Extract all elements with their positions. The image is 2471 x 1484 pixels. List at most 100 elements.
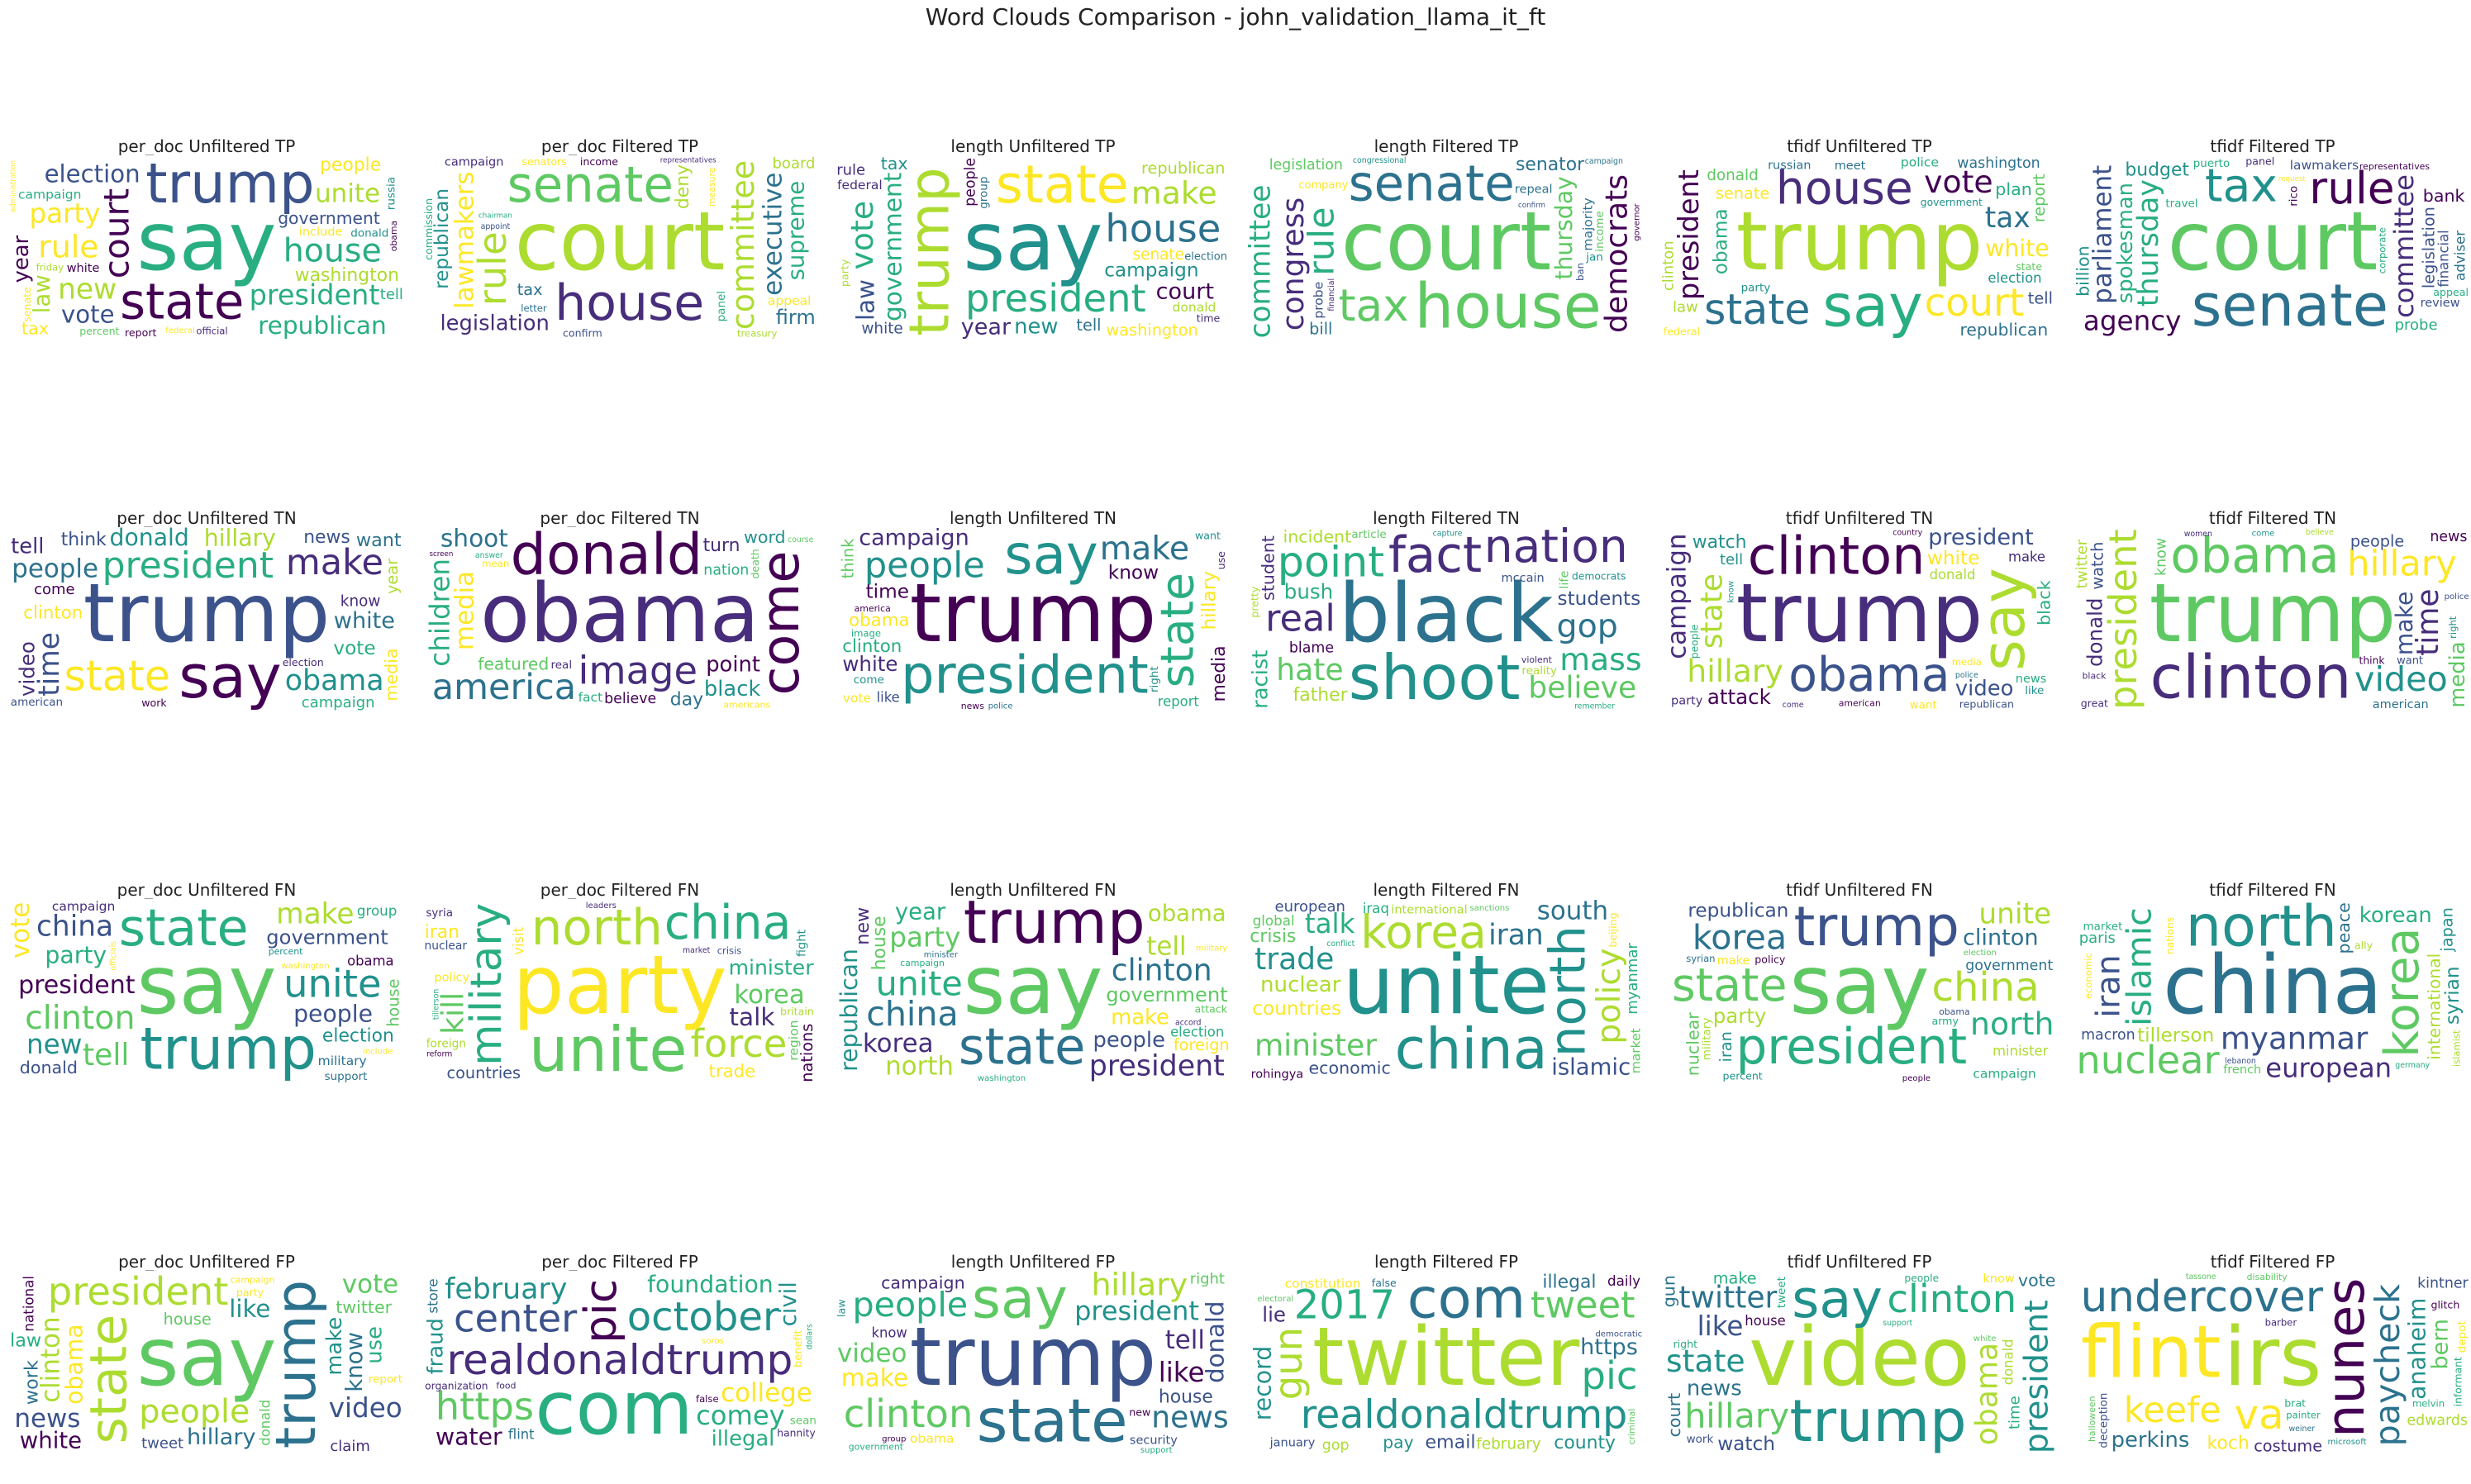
cloud-word-deception: deception <box>2097 1393 2110 1448</box>
word-cloud: video trump say clinton hillary president stat… <box>1661 1271 2058 1456</box>
cloud-word-va: va <box>2235 1391 2284 1439</box>
cloud-word-senators: senators <box>521 155 566 168</box>
cloud-word-news: news <box>2016 673 2047 686</box>
cloud-word-korea: korea <box>2375 928 2430 1058</box>
cloud-word-depot: depot <box>2456 1320 2469 1353</box>
wordcloud-panel-tfidf-filtered-tp: tfidf Filtered TP court senate tax rule thurs… <box>2074 136 2471 340</box>
cloud-word-donald: donald <box>1930 567 1976 583</box>
cloud-word-video: video <box>1955 677 2013 702</box>
cloud-word-official: official <box>196 326 227 337</box>
cloud-word-peace: peace <box>2334 902 2354 954</box>
cloud-word-know: know <box>1108 561 1159 583</box>
cloud-word-group: group <box>882 1434 906 1444</box>
cloud-word-informant: informant <box>2452 1357 2464 1406</box>
cloud-word-minister: minister <box>1993 1044 2049 1059</box>
cloud-word-support: support <box>1883 1319 1912 1328</box>
cloud-word-gun: gun <box>1266 1327 1311 1400</box>
cloud-word-student: student <box>1259 535 1278 601</box>
cloud-word-february: february <box>1476 1436 1541 1453</box>
cloud-word-donald: donald <box>1707 167 1759 184</box>
cloud-word-time: time <box>2006 1396 2023 1429</box>
panel-title: tfidf Unfiltered FN <box>1786 880 1933 900</box>
cloud-word-police: police <box>988 702 1013 711</box>
cloud-word-panel: panel <box>715 291 728 321</box>
cloud-word-senate: senate <box>1133 246 1184 264</box>
cloud-word-agency: agency <box>2083 305 2182 336</box>
cloud-word-make: make <box>276 899 354 930</box>
cloud-word-nation: nation <box>1484 527 1628 573</box>
cloud-word-word: word <box>744 527 786 547</box>
panel-title: tfidf Unfiltered TP <box>1787 136 1932 156</box>
wordcloud-panel-tfidf-filtered-fp: tfidf Filtered FP irs flint nunes undercover… <box>2074 1251 2471 1456</box>
cloud-word-believe: believe <box>604 691 656 707</box>
cloud-word-mean: mean <box>482 558 509 569</box>
cloud-word-fact: fact <box>578 690 603 705</box>
cloud-word-sean: sean <box>790 1414 817 1427</box>
cloud-word-com: com <box>1407 1271 1526 1331</box>
cloud-word-say: say <box>1004 527 1098 587</box>
cloud-word-barber: barber <box>2265 1316 2297 1328</box>
cloud-word-report: report <box>2030 174 2049 222</box>
cloud-word-year: year <box>895 899 946 925</box>
cloud-word-force: force <box>691 1021 788 1066</box>
cloud-word-president: president <box>1089 1049 1225 1082</box>
cloud-word-hillary: hillary <box>1197 571 1220 630</box>
word-cloud: black shoot fact nation point believe real stud… <box>1248 527 1645 712</box>
cloud-word-turn: turn <box>703 535 740 556</box>
cloud-word-white: white <box>1973 1334 1997 1344</box>
cloud-word-iraq: iraq <box>1363 900 1389 916</box>
cloud-word-say: say <box>179 643 282 712</box>
cloud-word-microsoft: microsoft <box>2328 1438 2367 1447</box>
cloud-word-county: county <box>1554 1433 1616 1453</box>
cloud-word-store: store <box>424 1278 440 1313</box>
cloud-word-people: people <box>853 1285 969 1325</box>
cloud-word-president: president <box>2101 529 2145 710</box>
cloud-word-flint: flint <box>508 1426 535 1442</box>
cloud-word-probe: probe <box>1312 282 1326 319</box>
cloud-word-melvin: melvin <box>2412 1398 2445 1410</box>
cloud-word-group: group <box>357 902 397 919</box>
cloud-word-countries: countries <box>1252 997 1341 1020</box>
cloud-word-shoot: shoot <box>440 527 508 552</box>
cloud-word-media: media <box>450 571 480 650</box>
cloud-word-image: image <box>851 628 881 640</box>
cloud-word-february: february <box>445 1273 567 1306</box>
cloud-word-market: market <box>1629 1028 1644 1073</box>
cloud-word-unite: unite <box>876 964 963 1004</box>
wordcloud-panel-per-doc-unfiltered-fn: per_doc Unfiltered FN say trump state presid… <box>8 879 405 1084</box>
cloud-word-commission: commission <box>422 198 435 260</box>
cloud-word-people: people <box>12 554 98 584</box>
cloud-word-president: president <box>965 276 1146 321</box>
cloud-word-come: come <box>854 673 884 687</box>
cloud-word-japan: japan <box>2438 907 2457 952</box>
cloud-word-federal: federal <box>165 326 195 335</box>
cloud-word-campaign: campaign <box>1663 533 1693 659</box>
cloud-word-election: election <box>283 656 324 668</box>
wordcloud-panel-tfidf-unfiltered-tp: tfidf Unfiltered TP trump say house state cou… <box>1661 136 2058 340</box>
cloud-word-white: white <box>334 608 395 634</box>
cloud-word-say: say <box>136 1310 276 1405</box>
cloud-word-donald: donald <box>350 226 388 240</box>
panel-title: length Filtered TN <box>1373 508 1520 528</box>
cloud-word-european: european <box>2265 1052 2392 1083</box>
cloud-word-bern: bern <box>2428 1319 2454 1370</box>
cloud-word-international: international <box>2425 954 2445 1060</box>
cloud-word-2017: 2017 <box>1294 1282 1395 1328</box>
cloud-word-house: house <box>384 979 403 1027</box>
cloud-word-confirm: confirm <box>563 327 602 340</box>
cloud-word-legislation: legislation <box>1269 157 1343 174</box>
wordcloud-panel-tfidf-filtered-tn: tfidf Filtered TN trump clinton obama video p… <box>2074 507 2471 712</box>
cloud-word-britain: britain <box>780 1006 814 1018</box>
cloud-word-keefe: keefe <box>2124 1390 2221 1431</box>
cloud-word-people: people <box>2350 532 2404 551</box>
cloud-word-trump: trump <box>1736 195 1983 289</box>
cloud-word-trump: trump <box>1790 1387 1967 1455</box>
cloud-word-market: market <box>2083 920 2123 933</box>
cloud-word-house: house <box>1745 1313 1785 1329</box>
